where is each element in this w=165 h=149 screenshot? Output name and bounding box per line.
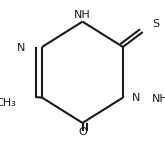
Text: NH: NH	[74, 10, 91, 20]
Text: S: S	[152, 19, 159, 29]
Text: N: N	[17, 43, 26, 53]
Text: N: N	[132, 93, 140, 103]
Text: CH₃: CH₃	[0, 98, 16, 108]
Text: O: O	[78, 127, 87, 137]
Text: NH₂: NH₂	[152, 94, 165, 104]
